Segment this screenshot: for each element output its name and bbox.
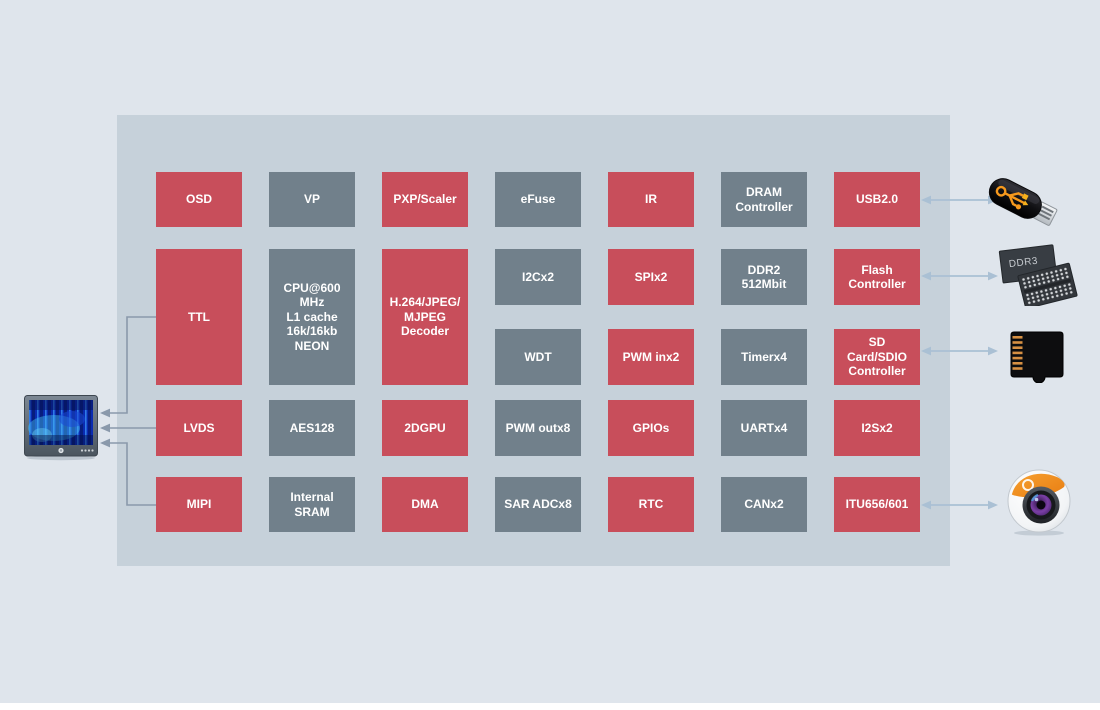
block-label: DMA xyxy=(411,497,439,512)
block-label: WDT xyxy=(524,349,552,364)
block-label: 2DGPU xyxy=(404,420,446,435)
block-sar-adc: SAR ADCx8 xyxy=(495,477,581,532)
block-lvds: LVDS xyxy=(156,400,242,456)
block-itu656: ITU656/601 xyxy=(834,477,920,532)
block-sd-sdio-controller: SD Card/SDIO Controller xyxy=(834,329,920,385)
block-label: PWM inx2 xyxy=(622,349,680,364)
block-label: SD Card/SDIO Controller xyxy=(846,335,907,379)
block-mipi: MIPI xyxy=(156,477,242,532)
block-pwm-out: PWM outx8 xyxy=(495,400,581,456)
block-label: TTL xyxy=(188,309,210,324)
block-gpios: GPIOs xyxy=(608,400,694,456)
block-ir: IR xyxy=(608,172,694,227)
block-label: MIPI xyxy=(186,497,212,512)
monitor-icon xyxy=(24,395,98,461)
block-internal-sram: Internal SRAM xyxy=(269,477,355,532)
block-ttl: TTL xyxy=(156,249,242,385)
block-label: CANx2 xyxy=(744,497,784,512)
block-i2s: I2Sx2 xyxy=(834,400,920,456)
ddr3-memory-icon: DDR3 xyxy=(998,244,1078,306)
block-uart: UARTx4 xyxy=(721,400,807,456)
block-label: LVDS xyxy=(183,420,215,435)
block-label: H.264/JPEG/ MJPEG Decoder xyxy=(389,295,461,339)
block-label: OSD xyxy=(185,192,212,207)
camera-icon xyxy=(1007,469,1071,536)
block-rtc: RTC xyxy=(608,477,694,532)
block-vp: VP xyxy=(269,172,355,227)
block-label: I2Sx2 xyxy=(861,420,893,435)
block-label: USB2.0 xyxy=(855,192,899,207)
block-label: Flash Controller xyxy=(848,262,906,292)
block-wdt: WDT xyxy=(495,329,581,385)
block-label: UARTx4 xyxy=(740,420,788,435)
block-osd: OSD xyxy=(156,172,242,227)
block-aes128: AES128 xyxy=(269,400,355,456)
block-dram-controller: DRAM Controller xyxy=(721,172,807,227)
block-label: SPIx2 xyxy=(634,269,668,284)
block-flash-controller: Flash Controller xyxy=(834,249,920,305)
block-label: RTC xyxy=(638,497,664,512)
block-can: CANx2 xyxy=(721,477,807,532)
block-dma: DMA xyxy=(382,477,468,532)
block-spi: SPIx2 xyxy=(608,249,694,305)
block-h264-decoder: H.264/JPEG/ MJPEG Decoder xyxy=(382,249,468,385)
block-label: GPIOs xyxy=(632,420,670,435)
block-efuse: eFuse xyxy=(495,172,581,227)
block-pwm-in: PWM inx2 xyxy=(608,329,694,385)
microsd-card-icon xyxy=(1010,331,1064,383)
block-label: ITU656/601 xyxy=(845,497,909,512)
block-2dgpu: 2DGPU xyxy=(382,400,468,456)
block-timer: Timerx4 xyxy=(721,329,807,385)
block-label: DDR2 512Mbit xyxy=(741,262,787,292)
usb-flash-drive-icon xyxy=(988,178,1058,226)
block-label: Timerx4 xyxy=(741,349,787,364)
block-i2c: I2Cx2 xyxy=(495,249,581,305)
block-cpu: CPU@600 MHz L1 cache 16k/16kb NEON xyxy=(269,249,355,385)
block-label: IR xyxy=(645,192,657,207)
block-label: DRAM Controller xyxy=(735,185,793,214)
block-label: Internal SRAM xyxy=(290,490,334,519)
block-label: I2Cx2 xyxy=(521,269,555,284)
block-label: eFuse xyxy=(520,192,556,207)
block-ddr2: DDR2 512Mbit xyxy=(721,249,807,305)
block-label: PXP/Scaler xyxy=(393,192,457,207)
block-label: CPU@600 MHz L1 cache 16k/16kb NEON xyxy=(283,280,341,353)
block-label: SAR ADCx8 xyxy=(504,497,572,512)
block-usb2: USB2.0 xyxy=(834,172,920,227)
block-label: AES128 xyxy=(289,420,335,435)
block-label: VP xyxy=(303,192,320,207)
ddr3-chip-label: DDR3 xyxy=(1008,256,1038,270)
block-label: PWM outx8 xyxy=(505,420,571,435)
block-pxp-scaler: PXP/Scaler xyxy=(382,172,468,227)
